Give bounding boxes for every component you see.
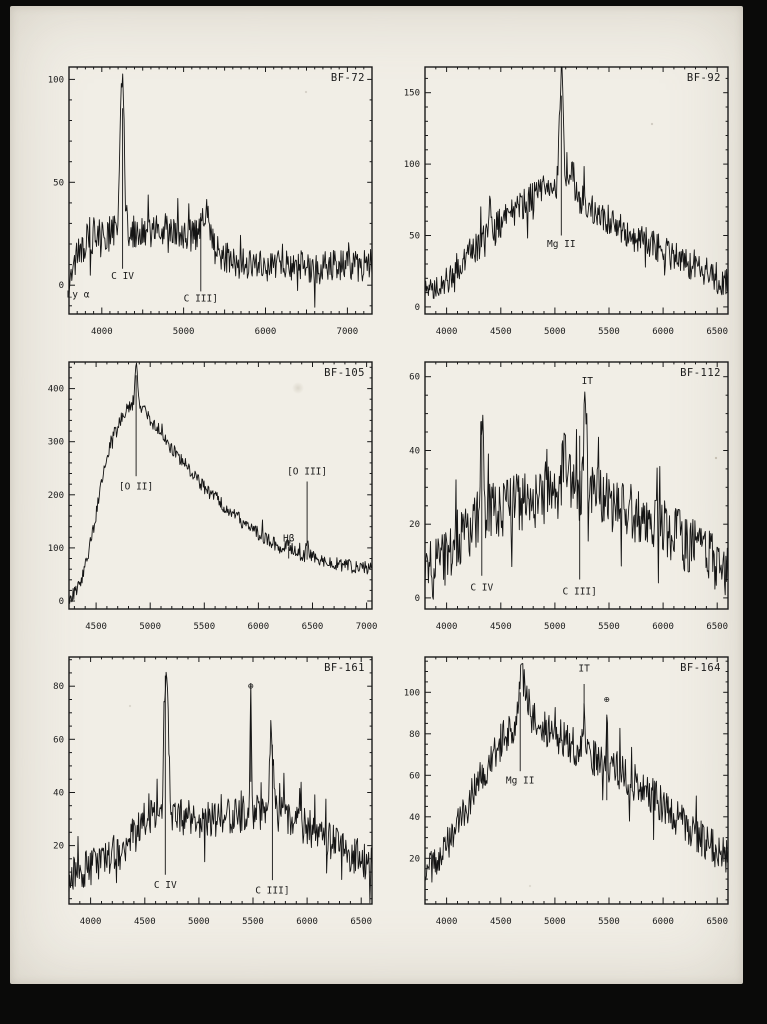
y-tick-label: 50 — [409, 232, 420, 242]
line-label: Mg II — [547, 239, 576, 250]
panel-title: BF-72 — [331, 72, 365, 84]
plot-frame — [424, 361, 729, 610]
y-tick-label: 20 — [53, 842, 64, 852]
x-tick-label: 5500 — [598, 327, 620, 337]
spectrum-trace — [68, 73, 373, 308]
panel-title: BF-92 — [687, 72, 721, 84]
y-tick-label: 300 — [48, 438, 64, 448]
x-tick-label: 5000 — [139, 622, 161, 632]
line-label: Mg II — [506, 776, 535, 787]
y-tick-label: 40 — [409, 813, 420, 823]
line-label: C III] — [255, 885, 289, 896]
panel-title: BF-112 — [680, 367, 721, 379]
y-tick-label: 400 — [48, 385, 64, 395]
x-tick-label: 4500 — [85, 622, 107, 632]
spectrum-trace — [424, 663, 729, 883]
x-tick-label: 5000 — [188, 917, 210, 927]
spectrum-chart-bf-105: 4500 5000 5500 6000 6500 7000 0 100 200 300 400 [O … — [48, 361, 378, 632]
x-tick-label: 7000 — [356, 622, 378, 632]
x-tick-label: 5000 — [544, 622, 566, 632]
x-tick-label: 7000 — [337, 327, 359, 337]
y-tick-label: 100 — [404, 688, 420, 698]
x-tick-label: 6000 — [652, 622, 674, 632]
plot-frame — [424, 656, 729, 905]
spectrum-trace — [68, 671, 373, 904]
spectrum-trace — [424, 391, 729, 600]
line-label: ⊕ — [604, 695, 610, 706]
line-label: [O II] — [119, 482, 153, 493]
y-tick-label: 40 — [409, 447, 420, 457]
y-tick-label: 60 — [53, 735, 64, 745]
line-label: C III] — [563, 586, 597, 597]
panel-title: BF-105 — [324, 367, 365, 379]
spectrum-chart-bf-161: 4000 4500 5000 5500 6000 6500 20 40 60 80 C IV ⊕ C I… — [53, 656, 373, 927]
y-tick-label: 80 — [409, 730, 420, 740]
x-tick-label: 4500 — [490, 917, 512, 927]
y-tick-label: 40 — [53, 789, 64, 799]
line-label: ⊕ — [248, 681, 254, 692]
y-tick-label: 0 — [415, 594, 420, 604]
y-tick-label: 20 — [409, 854, 420, 864]
spectrum-chart-bf-92: 4000 4500 5000 5500 6000 6500 0 50 100 150 Mg II BF… — [404, 66, 729, 337]
x-tick-label: 6500 — [706, 917, 728, 927]
y-tick-label: 100 — [48, 75, 64, 85]
line-label: C IV — [111, 271, 134, 282]
spectrum-chart-bf-72: 4000 5000 6000 7000 0 50 100 Ly α C IV C III] BF-7… — [48, 66, 373, 337]
x-tick-label: 6000 — [248, 622, 270, 632]
x-tick-label: 5000 — [544, 917, 566, 927]
x-tick-label: 6000 — [652, 327, 674, 337]
y-tick-label: 200 — [48, 491, 64, 501]
x-tick-label: 5500 — [193, 622, 215, 632]
y-tick-label: 150 — [404, 89, 420, 99]
plot-frame — [68, 361, 373, 610]
y-tick-label: 0 — [415, 303, 420, 313]
line-label: C III] — [184, 294, 218, 305]
x-tick-label: 6500 — [706, 622, 728, 632]
line-label: Ly α — [67, 290, 90, 301]
x-tick-label: 6000 — [652, 917, 674, 927]
x-tick-label: 4500 — [134, 917, 156, 927]
y-tick-label: 50 — [53, 178, 64, 188]
spectrum-trace — [68, 362, 373, 604]
x-tick-label: 5500 — [598, 917, 620, 927]
x-tick-label: 4000 — [436, 917, 458, 927]
x-tick-label: 6500 — [706, 327, 728, 337]
x-tick-label: 4000 — [436, 622, 458, 632]
line-label: C IV — [470, 583, 493, 594]
x-tick-label: 6500 — [302, 622, 324, 632]
x-tick-label: 4500 — [490, 622, 512, 632]
y-tick-label: 20 — [409, 520, 420, 530]
x-tick-label: 5500 — [242, 917, 264, 927]
x-tick-label: 6000 — [296, 917, 318, 927]
line-label: IT — [578, 664, 590, 675]
line-label: Hβ — [283, 534, 295, 545]
x-tick-label: 4000 — [436, 327, 458, 337]
spectrum-chart-bf-164: 4000 4500 5000 5500 6000 6500 20 40 60 80 100 Mg II… — [404, 656, 729, 927]
y-tick-label: 0 — [59, 281, 64, 291]
x-tick-label: 4000 — [91, 327, 113, 337]
panel-title: BF-161 — [324, 662, 365, 674]
spectrum-trace — [424, 66, 729, 299]
plot-frame — [68, 66, 373, 315]
x-tick-label: 6500 — [350, 917, 372, 927]
x-tick-label: 4000 — [80, 917, 102, 927]
y-tick-label: 60 — [409, 373, 420, 383]
x-tick-label: 5000 — [544, 327, 566, 337]
y-tick-label: 80 — [53, 682, 64, 692]
x-tick-label: 4500 — [490, 327, 512, 337]
x-tick-label: 6000 — [255, 327, 277, 337]
line-label: IT — [582, 376, 594, 387]
y-tick-label: 0 — [59, 597, 64, 607]
spectrum-chart-bf-112: 4000 4500 5000 5500 6000 6500 0 20 40 60 IT C IV C I… — [409, 361, 729, 632]
y-tick-label: 100 — [48, 544, 64, 554]
y-tick-label: 60 — [409, 771, 420, 781]
x-tick-label: 5500 — [598, 622, 620, 632]
line-label: [O III] — [287, 467, 327, 478]
line-label: C IV — [154, 880, 177, 891]
panel-title: BF-164 — [680, 662, 721, 674]
y-tick-label: 100 — [404, 160, 420, 170]
x-tick-label: 5000 — [173, 327, 195, 337]
